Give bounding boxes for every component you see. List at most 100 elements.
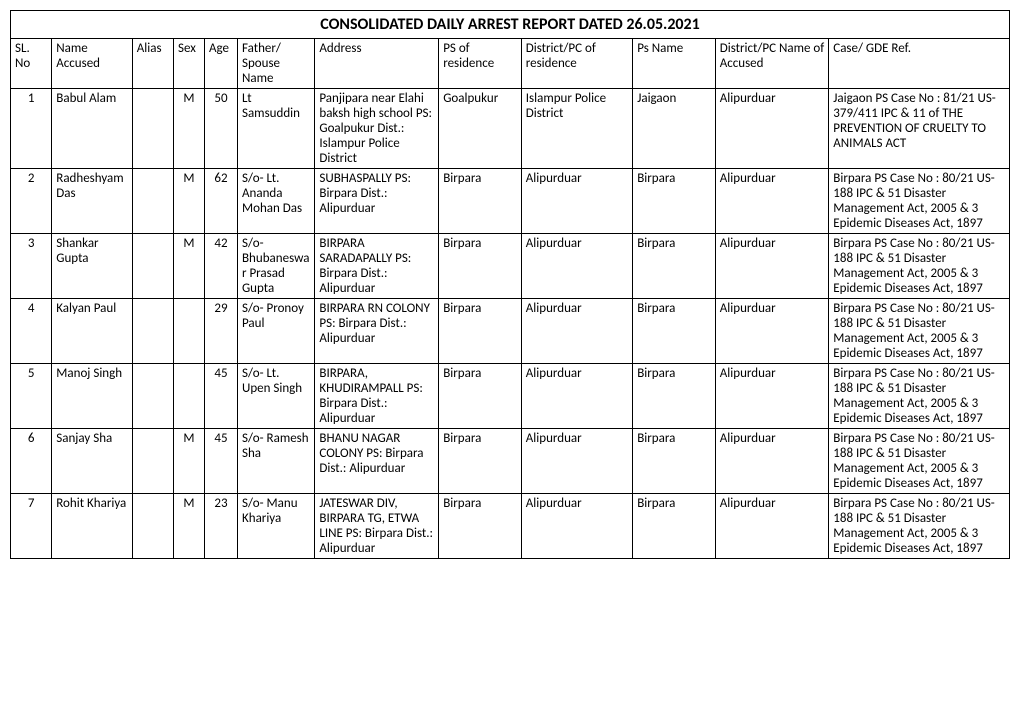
cell-father: Lt Samsuddin (237, 89, 314, 169)
table-row: 7Rohit Khariya M23S/o- Manu KhariyaJATESW… (11, 494, 1010, 559)
cell-age: 45 (204, 364, 237, 429)
cell-psname: Birpara (633, 234, 716, 299)
cell-case: Birpara PS Case No : 80/21 US-188 IPC & … (829, 169, 1010, 234)
table-row: 5Manoj Singh 45S/o- Lt. Upen SinghBIRPARA… (11, 364, 1010, 429)
cell-father: S/o- Pronoy Paul (237, 299, 314, 364)
cell-case: Birpara PS Case No : 80/21 US-188 IPC & … (829, 494, 1010, 559)
col-psname: Ps Name (633, 39, 716, 89)
cell-address: BIRPARA RN COLONY PS: Birpara Dist.: Ali… (315, 299, 439, 364)
cell-father: S/o- Manu Khariya (237, 494, 314, 559)
cell-psres: Birpara (439, 494, 522, 559)
col-distres: District/PC of residence (521, 39, 632, 89)
cell-sex (174, 299, 205, 364)
col-sex: Sex (174, 39, 205, 89)
cell-distres: Alipurduar (521, 494, 632, 559)
cell-distacc: Alipurduar (715, 429, 829, 494)
cell-psres: Birpara (439, 299, 522, 364)
cell-address: JATESWAR DIV, BIRPARA TG, ETWA LINE PS: … (315, 494, 439, 559)
cell-case: Birpara PS Case No : 80/21 US-188 IPC & … (829, 429, 1010, 494)
cell-age: 29 (204, 299, 237, 364)
cell-sex: M (174, 89, 205, 169)
cell-case: Birpara PS Case No : 80/21 US-188 IPC & … (829, 364, 1010, 429)
cell-name: Shankar Gupta (52, 234, 132, 299)
arrest-report-table: CONSOLIDATED DAILY ARREST REPORT DATED 2… (10, 10, 1010, 559)
cell-father: S/o- Bhubaneswar Prasad Gupta (237, 234, 314, 299)
cell-distacc: Alipurduar (715, 89, 829, 169)
cell-address: BIRPARA, KHUDIRAMPALL PS: Birpara Dist.:… (315, 364, 439, 429)
cell-sex (174, 364, 205, 429)
table-row: 2Radheshyam DasM62S/o- Lt. Ananda Mohan … (11, 169, 1010, 234)
cell-address: Panjipara near Elahi baksh high school P… (315, 89, 439, 169)
cell-psname: Jaigaon (633, 89, 716, 169)
cell-distacc: Alipurduar (715, 299, 829, 364)
cell-sl: 2 (11, 169, 52, 234)
cell-address: BIRPARA SARADAPALLY PS: Birpara Dist.: A… (315, 234, 439, 299)
col-father: Father/ Spouse Name (237, 39, 314, 89)
cell-alias (132, 234, 173, 299)
cell-father: S/o- Lt. Ananda Mohan Das (237, 169, 314, 234)
cell-case: Birpara PS Case No : 80/21 US-188 IPC & … (829, 299, 1010, 364)
cell-sl: 4 (11, 299, 52, 364)
cell-alias (132, 429, 173, 494)
cell-name: Babul Alam (52, 89, 132, 169)
cell-sl: 6 (11, 429, 52, 494)
cell-psres: Birpara (439, 169, 522, 234)
cell-distres: Alipurduar (521, 299, 632, 364)
table-row: 3Shankar GuptaM42S/o- Bhubaneswar Prasad… (11, 234, 1010, 299)
cell-sex: M (174, 494, 205, 559)
table-row: 4Kalyan Paul 29S/o- Pronoy PaulBIRPARA RN… (11, 299, 1010, 364)
cell-psname: Birpara (633, 494, 716, 559)
cell-alias (132, 299, 173, 364)
table-row: 1Babul Alam M50Lt SamsuddinPanjipara near… (11, 89, 1010, 169)
cell-name: Kalyan Paul (52, 299, 132, 364)
cell-psname: Birpara (633, 364, 716, 429)
cell-alias (132, 89, 173, 169)
cell-distacc: Alipurduar (715, 169, 829, 234)
cell-father: S/o- Ramesh Sha (237, 429, 314, 494)
cell-case: Birpara PS Case No : 80/21 US-188 IPC & … (829, 234, 1010, 299)
cell-age: 23 (204, 494, 237, 559)
col-name: Name Accused (52, 39, 132, 89)
cell-address: BHANU NAGAR COLONY PS: Birpara Dist.: Al… (315, 429, 439, 494)
cell-psres: Birpara (439, 364, 522, 429)
cell-case: Jaigaon PS Case No : 81/21 US-379/411 IP… (829, 89, 1010, 169)
cell-distacc: Alipurduar (715, 234, 829, 299)
col-distacc: District/PC Name of Accused (715, 39, 829, 89)
cell-sl: 1 (11, 89, 52, 169)
cell-sex: M (174, 169, 205, 234)
cell-father: S/o- Lt. Upen Singh (237, 364, 314, 429)
cell-age: 50 (204, 89, 237, 169)
cell-psres: Birpara (439, 234, 522, 299)
cell-sl: 7 (11, 494, 52, 559)
header-row: SL. No Name Accused Alias Sex Age Father… (11, 39, 1010, 89)
cell-distres: Alipurduar (521, 429, 632, 494)
cell-alias (132, 494, 173, 559)
cell-distacc: Alipurduar (715, 364, 829, 429)
cell-age: 42 (204, 234, 237, 299)
cell-distres: Islampur Police District (521, 89, 632, 169)
cell-psname: Birpara (633, 299, 716, 364)
cell-alias (132, 364, 173, 429)
cell-alias (132, 169, 173, 234)
cell-psres: Goalpukur (439, 89, 522, 169)
col-alias: Alias (132, 39, 173, 89)
cell-name: Radheshyam Das (52, 169, 132, 234)
col-psres: PS of residence (439, 39, 522, 89)
col-age: Age (204, 39, 237, 89)
cell-psname: Birpara (633, 429, 716, 494)
cell-distres: Alipurduar (521, 169, 632, 234)
col-address: Address (315, 39, 439, 89)
cell-psname: Birpara (633, 169, 716, 234)
table-body: 1Babul AlamM50Lt SamsuddinPanjipara near… (11, 89, 1010, 559)
cell-sl: 3 (11, 234, 52, 299)
cell-distres: Alipurduar (521, 364, 632, 429)
col-sl: SL. No (11, 39, 52, 89)
cell-sl: 5 (11, 364, 52, 429)
cell-distacc: Alipurduar (715, 494, 829, 559)
report-title: CONSOLIDATED DAILY ARREST REPORT DATED 2… (11, 11, 1010, 39)
cell-name: Sanjay Sha (52, 429, 132, 494)
cell-address: SUBHASPALLY PS: Birpara Dist.: Alipurdua… (315, 169, 439, 234)
cell-sex: M (174, 429, 205, 494)
cell-name: Manoj Singh (52, 364, 132, 429)
cell-name: Rohit Khariya (52, 494, 132, 559)
